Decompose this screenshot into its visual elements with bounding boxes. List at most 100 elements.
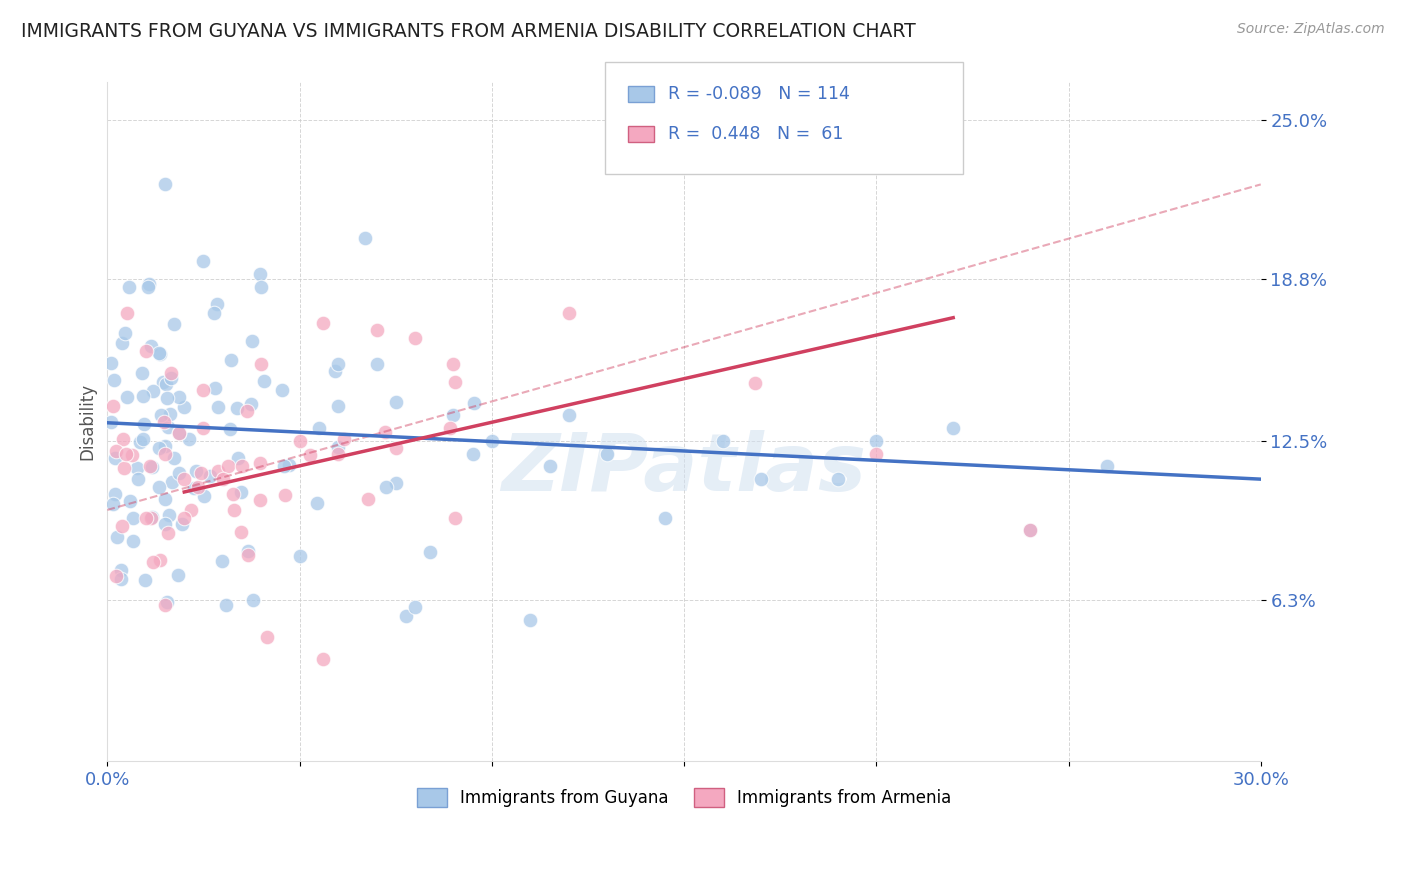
Text: R = -0.089   N = 114: R = -0.089 N = 114 (668, 85, 849, 103)
Point (333, 432, 356, 446)
Text: R =  0.448   N =  61: R = 0.448 N = 61 (668, 125, 844, 143)
Point (156, 391, 179, 405)
Point (173, 510, 195, 524)
Point (326, 357, 349, 371)
Point (101, 498, 124, 512)
Point (353, 231, 375, 245)
Point (177, 432, 200, 446)
Point (148, 345, 170, 359)
Point (129, 434, 152, 449)
Point (274, 488, 297, 502)
Point (366, 323, 388, 337)
Point (207, 401, 229, 415)
Point (139, 511, 162, 525)
Point (202, 306, 225, 320)
Point (163, 318, 186, 332)
Point (744, 376, 766, 390)
Point (404, 331, 426, 345)
Point (141, 509, 163, 524)
Point (236, 548, 259, 562)
Point (170, 516, 193, 531)
Point (326, 399, 349, 413)
Point (167, 426, 190, 441)
Point (121, 511, 143, 525)
Point (865, 434, 887, 448)
Point (149, 409, 172, 423)
Y-axis label: Disability: Disability (79, 383, 96, 460)
Point (187, 480, 209, 494)
Point (118, 279, 141, 293)
Point (149, 553, 172, 567)
Point (211, 553, 233, 567)
Point (110, 335, 132, 350)
Point (122, 534, 145, 549)
Point (155, 491, 177, 506)
Point (384, 395, 406, 409)
Point (519, 613, 541, 627)
Point (153, 178, 176, 192)
Point (231, 459, 253, 474)
Point (135, 344, 157, 359)
Point (148, 480, 170, 494)
Point (558, 305, 581, 319)
Point (1095, 459, 1118, 474)
Point (204, 381, 226, 395)
Point (357, 492, 380, 507)
Point (105, 530, 128, 544)
Point (132, 433, 155, 447)
Point (193, 489, 215, 503)
Point (224, 502, 246, 516)
Point (461, 446, 484, 460)
Point (253, 374, 276, 388)
Point (115, 447, 138, 461)
Point (148, 441, 170, 455)
Point (152, 375, 174, 389)
Text: ZIPatlas: ZIPatlas (502, 430, 866, 508)
Point (307, 496, 329, 510)
Point (159, 366, 181, 380)
Point (312, 651, 335, 665)
Point (249, 267, 271, 281)
Point (153, 598, 176, 612)
Point (538, 459, 561, 474)
Point (249, 456, 271, 470)
Text: IMMIGRANTS FROM GUYANA VS IMMIGRANTS FROM ARMENIA DISABILITY CORRELATION CHART: IMMIGRANTS FROM GUYANA VS IMMIGRANTS FRO… (21, 22, 915, 41)
Point (211, 472, 233, 486)
Point (236, 544, 259, 558)
Point (157, 526, 180, 541)
Point (827, 472, 849, 486)
Point (136, 280, 159, 294)
Point (111, 519, 134, 533)
Point (271, 383, 294, 397)
Point (277, 458, 299, 473)
Point (173, 472, 195, 486)
Point (104, 569, 127, 583)
Point (173, 400, 195, 414)
Point (865, 446, 887, 460)
Point (288, 434, 311, 448)
Point (654, 510, 676, 524)
Point (463, 396, 485, 410)
Point (167, 467, 190, 481)
Point (308, 421, 330, 435)
Point (242, 593, 264, 607)
Point (110, 572, 132, 586)
Point (404, 600, 426, 615)
Point (229, 484, 252, 499)
Point (288, 549, 311, 563)
Point (110, 563, 132, 577)
Point (219, 353, 242, 368)
Point (366, 357, 388, 371)
Point (156, 594, 179, 608)
Point (167, 425, 190, 440)
Point (942, 421, 965, 435)
Point (112, 461, 135, 475)
Point (132, 417, 155, 432)
Point (153, 517, 176, 532)
Point (558, 408, 581, 422)
Point (112, 432, 135, 446)
Point (250, 357, 273, 371)
Point (226, 401, 249, 416)
Point (193, 254, 215, 268)
Point (104, 450, 127, 465)
